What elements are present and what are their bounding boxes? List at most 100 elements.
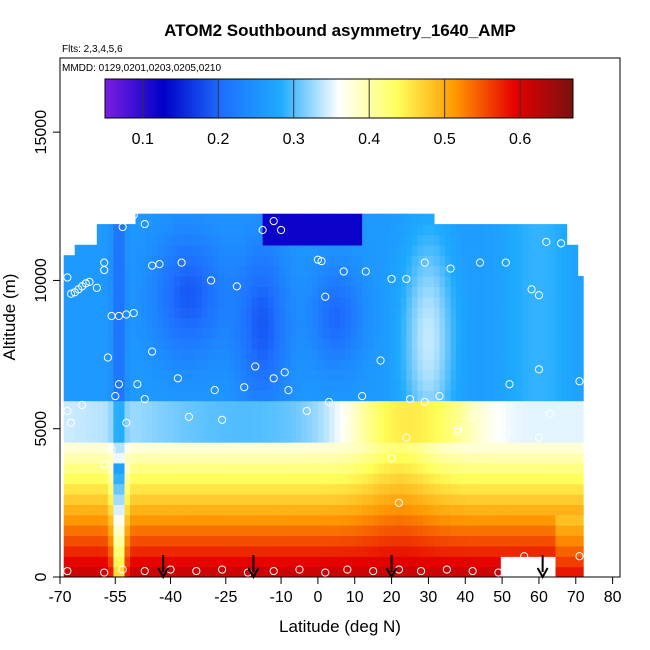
heatmap-cell xyxy=(400,234,407,246)
heatmap-cell xyxy=(279,483,286,495)
heatmap-cell xyxy=(362,390,369,402)
heatmap-cell xyxy=(334,317,341,329)
sample-point xyxy=(114,380,124,389)
heatmap-cell xyxy=(494,348,501,360)
heatmap-cell xyxy=(516,224,523,236)
heatmap-cell xyxy=(69,379,76,391)
heatmap-cell xyxy=(400,442,407,454)
heatmap-cell xyxy=(229,213,236,225)
heatmap-cell xyxy=(439,296,446,308)
heatmap-cell xyxy=(290,545,297,557)
heatmap-cell xyxy=(461,452,468,464)
heatmap-cell xyxy=(107,421,114,433)
heatmap-cell xyxy=(328,213,335,225)
heatmap-cell xyxy=(290,483,297,495)
heatmap-cell xyxy=(572,286,579,298)
heatmap-cell xyxy=(566,286,573,298)
heatmap-cell xyxy=(130,307,137,319)
heatmap-cell xyxy=(422,369,429,381)
heatmap-cell xyxy=(395,556,402,568)
heatmap-cell xyxy=(494,535,501,547)
heatmap-cell xyxy=(107,410,114,422)
heatmap-cell xyxy=(494,307,501,319)
heatmap-cell xyxy=(118,452,125,464)
heatmap-cell xyxy=(527,431,534,443)
heatmap-cell xyxy=(378,348,385,360)
heatmap-cell xyxy=(555,348,562,360)
heatmap-cell xyxy=(190,514,197,526)
heatmap-cell xyxy=(306,421,313,433)
heatmap-cell xyxy=(146,483,153,495)
colorbar-tick-label: 0.4 xyxy=(358,131,380,148)
heatmap-cell xyxy=(201,255,208,267)
heatmap-cell xyxy=(218,494,225,505)
heatmap-cell xyxy=(428,234,435,246)
heatmap-cell xyxy=(439,494,446,505)
heatmap-cell xyxy=(572,504,579,516)
heatmap-cell xyxy=(527,494,534,505)
heatmap-cell xyxy=(483,494,490,505)
heatmap-cell xyxy=(107,545,114,557)
heatmap-cell xyxy=(367,410,374,422)
heatmap-cell xyxy=(207,504,214,516)
heatmap-cell xyxy=(240,390,247,402)
heatmap-cell xyxy=(207,286,214,298)
heatmap-cell xyxy=(212,307,219,319)
heatmap-cell xyxy=(246,442,253,454)
heatmap-cell xyxy=(478,244,485,256)
heatmap-cell xyxy=(467,421,474,433)
heatmap-cell xyxy=(417,317,424,329)
heatmap-cell xyxy=(212,473,219,485)
heatmap-cell xyxy=(411,296,418,308)
heatmap-cell xyxy=(340,327,347,339)
heatmap-cell xyxy=(279,359,286,370)
heatmap-cell xyxy=(340,545,347,557)
heatmap-cell xyxy=(63,556,70,568)
x-tick-label: 30 xyxy=(420,589,438,606)
heatmap-cell xyxy=(113,410,120,422)
heatmap-cell xyxy=(445,224,452,236)
heatmap-cell xyxy=(478,359,485,370)
heatmap-cell xyxy=(163,390,170,402)
heatmap-cell xyxy=(96,265,103,277)
heatmap-cell xyxy=(179,421,186,433)
heatmap-cell xyxy=(301,473,308,485)
heatmap-cell xyxy=(218,535,225,547)
heatmap-cell xyxy=(235,213,242,225)
heatmap-cell xyxy=(406,483,413,495)
heatmap-cell xyxy=(428,286,435,298)
heatmap-cell xyxy=(229,483,236,495)
heatmap-cell xyxy=(527,244,534,256)
heatmap-cell xyxy=(555,234,562,246)
heatmap-cell xyxy=(130,535,137,547)
heatmap-cell xyxy=(190,296,197,308)
heatmap-cell xyxy=(168,265,175,277)
heatmap-cell xyxy=(328,234,335,246)
heatmap-cell xyxy=(356,504,363,516)
heatmap-cell xyxy=(257,234,264,246)
heatmap-cell xyxy=(240,473,247,485)
heatmap-cell xyxy=(279,276,286,287)
heatmap-cell xyxy=(235,525,242,537)
heatmap-cell xyxy=(190,390,197,402)
heatmap-cell xyxy=(356,265,363,277)
heatmap-cell xyxy=(80,494,87,505)
heatmap-cell xyxy=(566,400,573,412)
heatmap-cell xyxy=(91,338,98,350)
heatmap-cell xyxy=(367,369,374,381)
heatmap-cell xyxy=(511,276,518,287)
heatmap-cell xyxy=(240,224,247,236)
heatmap-cell xyxy=(273,431,280,443)
heatmap-cell xyxy=(417,255,424,267)
heatmap-cell xyxy=(411,327,418,339)
heatmap-cell xyxy=(91,431,98,443)
heatmap-cell xyxy=(351,566,358,577)
heatmap-cell xyxy=(146,431,153,443)
heatmap-cell xyxy=(235,338,242,350)
heatmap-cell xyxy=(389,400,396,412)
heatmap-cell xyxy=(235,545,242,557)
heatmap-cell xyxy=(212,234,219,246)
colorbar-tick-label: 0.2 xyxy=(207,131,229,148)
heatmap-cell xyxy=(312,431,319,443)
heatmap-cell xyxy=(124,359,131,370)
